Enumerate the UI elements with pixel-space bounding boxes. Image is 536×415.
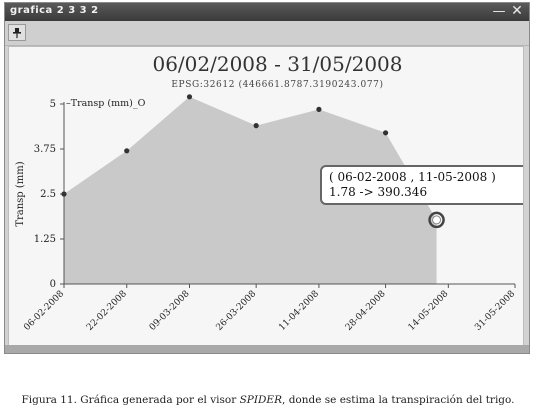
pin-button[interactable] <box>8 24 26 41</box>
tooltip-line-1: ( 06-02-2008 , 11-05-2008 ) <box>329 170 496 184</box>
highlight-ring <box>428 211 445 229</box>
x-tick-label: 22-02-2008 <box>85 289 129 333</box>
data-point <box>61 191 67 197</box>
caption-suffix: , donde se estima la transpiración del t… <box>282 394 515 406</box>
y-tick-label: 5 <box>50 99 56 110</box>
x-tick-label: 14-05-2008 <box>407 289 451 333</box>
x-tick-label: 09-03-2008 <box>148 289 192 333</box>
data-point <box>316 106 322 112</box>
y-axis-label: Transp (mm) <box>15 161 26 226</box>
legend-entry: –Transp (mm)_O <box>66 98 146 109</box>
chart-subtitle: EPSG:32612 (446661.8787.3190243.077) <box>171 79 383 90</box>
x-tick-label: 11-04-2008 <box>277 289 321 333</box>
x-tick-label: 26-03-2008 <box>215 289 259 333</box>
y-tick-label: 2.5 <box>40 189 56 200</box>
y-tick-label: 3.75 <box>34 144 56 155</box>
minimize-button[interactable]: — <box>492 4 506 19</box>
caption-emphasis: SPIDER <box>239 394 283 406</box>
window-title: grafica 2 3 3 2 <box>10 5 99 16</box>
chart-window: grafica 2 3 3 2 — ✕ 06/02/2008 - 31/05/2… <box>4 2 530 354</box>
series-area <box>64 96 437 284</box>
x-tick-label: 28-04-2008 <box>344 289 388 333</box>
pin-icon <box>13 27 21 38</box>
y-tick-label: 1.25 <box>34 234 56 245</box>
close-button[interactable]: ✕ <box>511 3 523 19</box>
x-tick-label: 31-05-2008 <box>473 289 517 333</box>
tooltip-box <box>320 165 523 205</box>
data-point <box>124 148 130 154</box>
transpiration-chart: 06/02/2008 - 31/05/2008 EPSG:32612 (44666… <box>15 52 523 333</box>
window-toolbar <box>5 21 529 46</box>
y-tick-label: 0 <box>50 279 56 290</box>
chart-title: 06/02/2008 - 31/05/2008 <box>152 52 402 76</box>
status-bar <box>5 345 529 353</box>
figure-caption: Figura 11. Gráfica generada por el visor… <box>0 394 536 406</box>
data-point <box>253 123 259 129</box>
tooltip-line-2: 1.78 -> 390.346 <box>329 185 427 199</box>
window-titlebar[interactable]: grafica 2 3 3 2 — ✕ <box>5 3 529 21</box>
caption-prefix: Figura 11. Gráfica generada por el visor <box>21 394 240 406</box>
data-point <box>186 94 193 100</box>
x-tick-label: 06-02-2008 <box>22 289 66 333</box>
plot-panel: 06/02/2008 - 31/05/2008 EPSG:32612 (44666… <box>8 46 524 346</box>
highlight-center <box>432 215 442 225</box>
data-point <box>382 130 389 136</box>
